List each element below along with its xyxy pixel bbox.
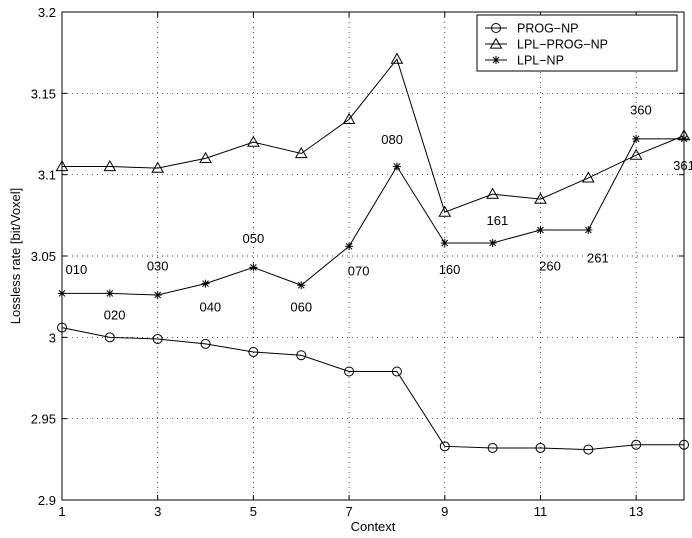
point-annotation: 050	[243, 231, 265, 246]
point-annotation: 070	[348, 264, 370, 279]
legend-label: LPL−NP	[517, 54, 564, 68]
data-point-star	[392, 162, 401, 171]
data-point-star	[153, 291, 162, 300]
point-annotation: 060	[290, 299, 312, 314]
point-annotation: 040	[199, 299, 221, 314]
data-point-star	[345, 242, 354, 251]
data-point-star	[488, 238, 497, 247]
legend-label: LPL−PROG−NP	[517, 38, 608, 52]
data-point-circle	[344, 366, 355, 377]
data-point-triangle	[581, 171, 595, 183]
series-group	[55, 52, 691, 455]
y-tick-label: 2.9	[38, 493, 56, 508]
legend-marker-triangle	[489, 37, 503, 49]
series-triangle	[55, 52, 691, 217]
legend-label: PROG−NP	[517, 22, 578, 36]
x-tick-label: 7	[345, 504, 352, 519]
y-tick-label: 3.05	[31, 249, 56, 264]
point-annotation: 361	[673, 158, 692, 173]
point-annotation: 160	[439, 262, 461, 277]
point-annotation: 161	[487, 213, 509, 228]
y-tick-label: 3.2	[38, 5, 56, 20]
data-point-triangle	[629, 148, 643, 160]
series-star	[58, 134, 688, 300]
legend-item: LPL−NP	[485, 54, 564, 68]
x-tick-label: 3	[154, 504, 161, 519]
data-point-circle	[679, 439, 689, 450]
y-axis-title: Lossless rate [bit/Voxel]	[8, 188, 23, 325]
data-point-star	[584, 225, 593, 234]
data-point-circle	[248, 346, 259, 357]
point-annotation: 360	[630, 102, 652, 117]
data-point-star	[440, 238, 449, 247]
data-point-triangle	[55, 160, 69, 172]
data-point-triangle	[486, 187, 499, 199]
x-tick-label: 13	[629, 504, 643, 519]
data-point-star	[249, 263, 258, 272]
legend-item: LPL−PROG−NP	[485, 37, 608, 52]
data-point-triangle	[199, 151, 212, 164]
x-axis-title: Context	[351, 519, 396, 534]
data-point-circle	[583, 444, 594, 455]
data-point-circle	[535, 442, 546, 453]
legend-marker-star	[492, 56, 500, 64]
data-point-star	[105, 289, 114, 298]
point-annotation: 030	[147, 259, 169, 274]
data-point-star	[201, 279, 210, 288]
point-annotation: 010	[66, 262, 88, 277]
data-point-circle	[487, 442, 498, 453]
data-point-triangle	[294, 147, 308, 159]
data-point-triangle	[390, 52, 404, 64]
data-point-star	[680, 134, 688, 143]
x-tick-label: 1	[58, 504, 65, 519]
data-point-triangle	[247, 135, 260, 147]
y-tick-label: 3	[49, 330, 56, 345]
series-line-circle	[61, 327, 684, 451]
legend-box	[476, 14, 678, 72]
data-point-circle	[391, 366, 402, 377]
x-tick-label: 11	[534, 504, 548, 519]
series-circle	[57, 322, 689, 455]
data-point-circle	[104, 332, 115, 343]
point-annotation: 260	[539, 259, 561, 274]
data-point-circle	[631, 439, 642, 450]
data-point-circle	[152, 333, 163, 344]
data-point-triangle	[534, 192, 547, 204]
grid-lines	[62, 12, 684, 500]
data-point-circle	[57, 322, 67, 333]
y-tick-label: 3.15	[31, 86, 56, 101]
x-tick-label: 9	[441, 504, 448, 519]
data-point-star	[536, 225, 545, 234]
data-point-circle	[200, 338, 211, 349]
data-point-triangle	[342, 112, 356, 124]
y-tick-label: 2.95	[31, 412, 56, 427]
data-point-triangle	[151, 161, 165, 173]
point-annotation: 020	[104, 307, 126, 322]
point-annotation: 080	[381, 132, 403, 147]
legend: PROG−NP LPL−PROG−NP LPL−NP	[476, 14, 678, 72]
data-point-star	[297, 281, 306, 290]
data-point-triangle	[103, 160, 117, 172]
series-line-star	[62, 138, 684, 296]
point-annotations: 010 020 030 040 050 060 070 080 160 161 260 261 360 3…	[66, 102, 692, 322]
y-tick-label: 3.1	[38, 168, 56, 183]
x-tick-label: 5	[250, 504, 257, 519]
data-point-triangle	[438, 205, 452, 217]
data-point-star	[632, 134, 641, 143]
data-point-circle	[439, 441, 450, 452]
data-point-star	[58, 289, 66, 298]
data-point-circle	[296, 350, 307, 361]
point-annotation: 261	[587, 251, 609, 266]
legend-marker-circle	[491, 23, 501, 33]
series-line-triangle	[62, 58, 685, 213]
legend-item: PROG−NP	[485, 22, 578, 36]
